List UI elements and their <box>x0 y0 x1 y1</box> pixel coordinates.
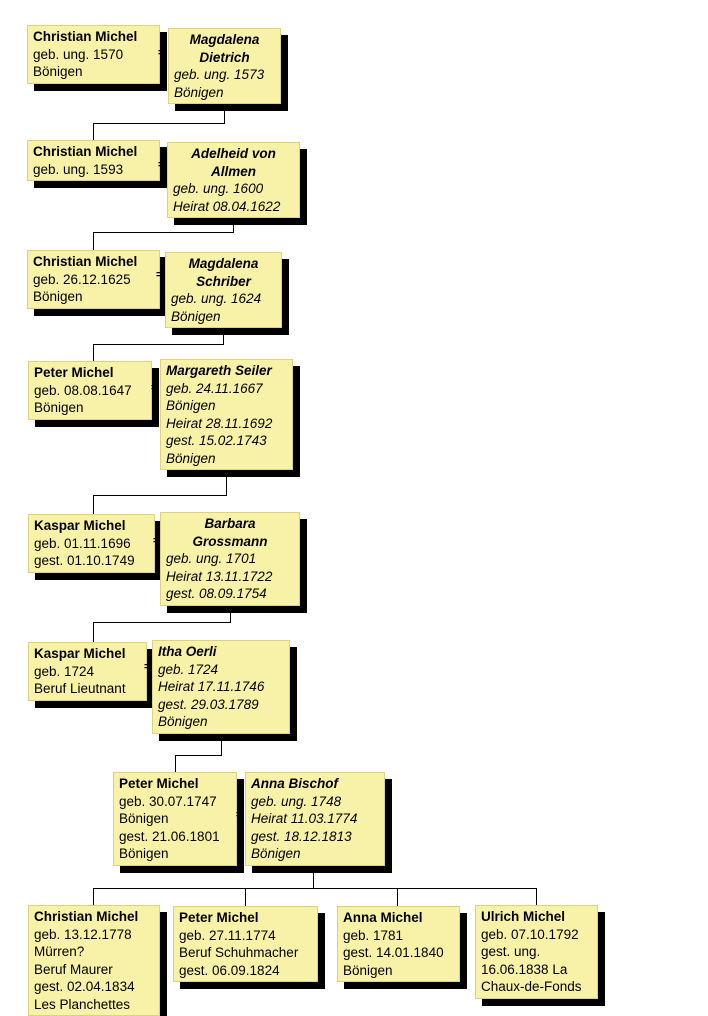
person-name: Anna Bischof <box>251 776 339 791</box>
person-details: geb. 1724 Beruf Lieutnant <box>34 663 126 697</box>
person-box-g1-husband[interactable]: Christian Michel geb. ung. 1570 Bönigen <box>27 25 160 84</box>
person-box-g5-husband[interactable]: Kaspar Michel geb. 01.11.1696 gest. 01.10… <box>28 514 155 573</box>
connector-line <box>175 755 176 775</box>
person-details: geb. 01.11.1696 gest. 01.10.1749 <box>34 535 135 569</box>
person-box-g2-husband[interactable]: Christian Michel geb. ung. 1593 <box>27 140 160 181</box>
person-box-g3-husband[interactable]: Christian Michel geb. 26.12.1625 Bönigen <box>27 250 160 309</box>
person-details: geb. 1724 Heirat 17.11.1746 gest. 29.03.17… <box>158 661 265 730</box>
person-details: geb. 26.12.1625 Bönigen <box>33 271 131 305</box>
person-box-g7-husband[interactable]: Peter Michel geb. 30.07.1747 Bönigen gest.… <box>113 772 237 866</box>
connector-line <box>226 462 227 496</box>
marriage-symbol: = <box>236 809 243 821</box>
connector-line <box>233 205 234 233</box>
person-details: geb. ung. 1593 <box>33 161 124 177</box>
person-box-child-1[interactable]: Christian Michel geb. 13.12.1778 Mürren? B… <box>28 905 160 1016</box>
person-name: Peter Michel <box>179 910 259 925</box>
connector-line <box>93 622 94 649</box>
person-name: Barbara Grossmann <box>192 516 268 549</box>
connector-line <box>93 232 94 255</box>
person-name: Margareth Seiler <box>166 363 272 378</box>
marriage-symbol: = <box>158 159 165 171</box>
person-details: geb. 13.12.1778 Mürren? Beruf Maurer gest. … <box>34 926 135 1012</box>
person-details: geb. ung. 1600 Heirat 08.04.1622 <box>173 181 281 214</box>
person-name: Anna Michel <box>343 910 423 925</box>
person-name: Magdalena Dietrich <box>189 32 260 65</box>
connector-line <box>93 344 94 368</box>
connector-line <box>313 860 314 889</box>
person-name: Peter Michel <box>34 365 114 380</box>
person-name: Magdalena Schriber <box>188 256 259 289</box>
person-box-g7-wife[interactable]: Anna Bischof geb. ung. 1748 Heirat 11.03.… <box>245 772 385 866</box>
connector-line <box>93 123 225 124</box>
connector-line <box>245 888 246 909</box>
person-details: geb. ung. 1624 Bönigen <box>171 291 262 324</box>
connector-line <box>175 755 222 756</box>
connector-line <box>93 888 94 908</box>
person-box-g6-wife[interactable]: Itha Oerli geb. 1724 Heirat 17.11.1746 ges… <box>152 640 290 734</box>
person-details: geb. 1781 gest. 14.01.1840 Bönigen <box>343 927 444 978</box>
person-details: geb. ung. 1748 Heirat 11.03.1774 gest. 18.… <box>251 793 358 862</box>
connector-line <box>93 123 94 145</box>
person-box-g4-husband[interactable]: Peter Michel geb. 08.08.1647 Bönigen <box>28 361 152 420</box>
connector-line <box>221 728 222 756</box>
connector-line <box>93 888 537 889</box>
connector-line <box>230 598 231 623</box>
person-details: geb. 24.11.1667 Bönigen Heirat 28.11.1692 g… <box>166 380 273 466</box>
marriage-symbol: = <box>151 382 158 394</box>
person-details: geb. ung. 1570 Bönigen <box>33 46 124 80</box>
person-details: geb. 27.11.1774 Beruf Schuhmacher gest. 06… <box>179 927 299 978</box>
person-box-g3-wife[interactable]: Magdalena Schriber geb. ung. 1624 Bönigen <box>165 252 282 328</box>
marriage-symbol: = <box>144 661 151 673</box>
person-name: Christian Michel <box>33 144 138 159</box>
marriage-symbol: = <box>153 535 160 547</box>
person-box-child-2[interactable]: Peter Michel geb. 27.11.1774 Beruf Schuhm… <box>173 906 318 982</box>
person-box-g2-wife[interactable]: Adelheid von Allmen geb. ung. 1600 Heirat … <box>167 142 300 218</box>
connector-line <box>397 888 398 909</box>
connector-line <box>224 96 225 124</box>
person-box-child-3[interactable]: Anna Michel geb. 1781 gest. 14.01.1840 Bön… <box>337 906 460 982</box>
connector-line <box>93 495 227 496</box>
marriage-symbol: = <box>156 269 163 281</box>
person-details: geb. ung. 1573 Bönigen <box>174 67 265 100</box>
connector-line <box>223 318 224 345</box>
connector-line <box>93 622 231 623</box>
connector-line <box>93 232 234 233</box>
connector-line <box>93 344 224 345</box>
person-details: geb. 30.07.1747 Bönigen gest. 21.06.1801 Bö… <box>119 793 220 862</box>
person-details: geb. ung. 1701 Heirat 13.11.1722 gest. 08.… <box>166 551 273 601</box>
person-box-child-4[interactable]: Ulrich Michel geb. 07.10.1792 gest. ung. 1… <box>475 905 598 999</box>
person-box-g4-wife[interactable]: Margareth Seiler geb. 24.11.1667 Bönigen H… <box>160 359 293 470</box>
person-name: Adelheid von Allmen <box>191 146 276 179</box>
person-name: Christian Michel <box>34 909 139 924</box>
person-box-g6-husband[interactable]: Kaspar Michel geb. 1724 Beruf Lieutnant <box>28 642 147 701</box>
person-name: Kaspar Michel <box>34 646 126 661</box>
person-name: Kaspar Michel <box>34 518 126 533</box>
person-name: Christian Michel <box>33 29 138 44</box>
person-details: geb. 08.08.1647 Bönigen <box>34 382 132 416</box>
person-name: Ulrich Michel <box>481 909 566 924</box>
marriage-symbol: = <box>158 47 165 59</box>
person-name: Christian Michel <box>33 254 138 269</box>
connector-line <box>93 495 94 521</box>
connector-line <box>536 888 537 908</box>
person-box-g5-wife[interactable]: Barbara Grossmann geb. ung. 1701 Heirat 13… <box>160 512 300 606</box>
person-name: Peter Michel <box>119 776 199 791</box>
person-name: Itha Oerli <box>158 644 217 659</box>
person-box-g1-wife[interactable]: Magdalena Dietrich geb. ung. 1573 Bönigen <box>168 28 281 104</box>
person-details: geb. 07.10.1792 gest. ung. 16.06.1838 La Ch… <box>481 926 582 995</box>
